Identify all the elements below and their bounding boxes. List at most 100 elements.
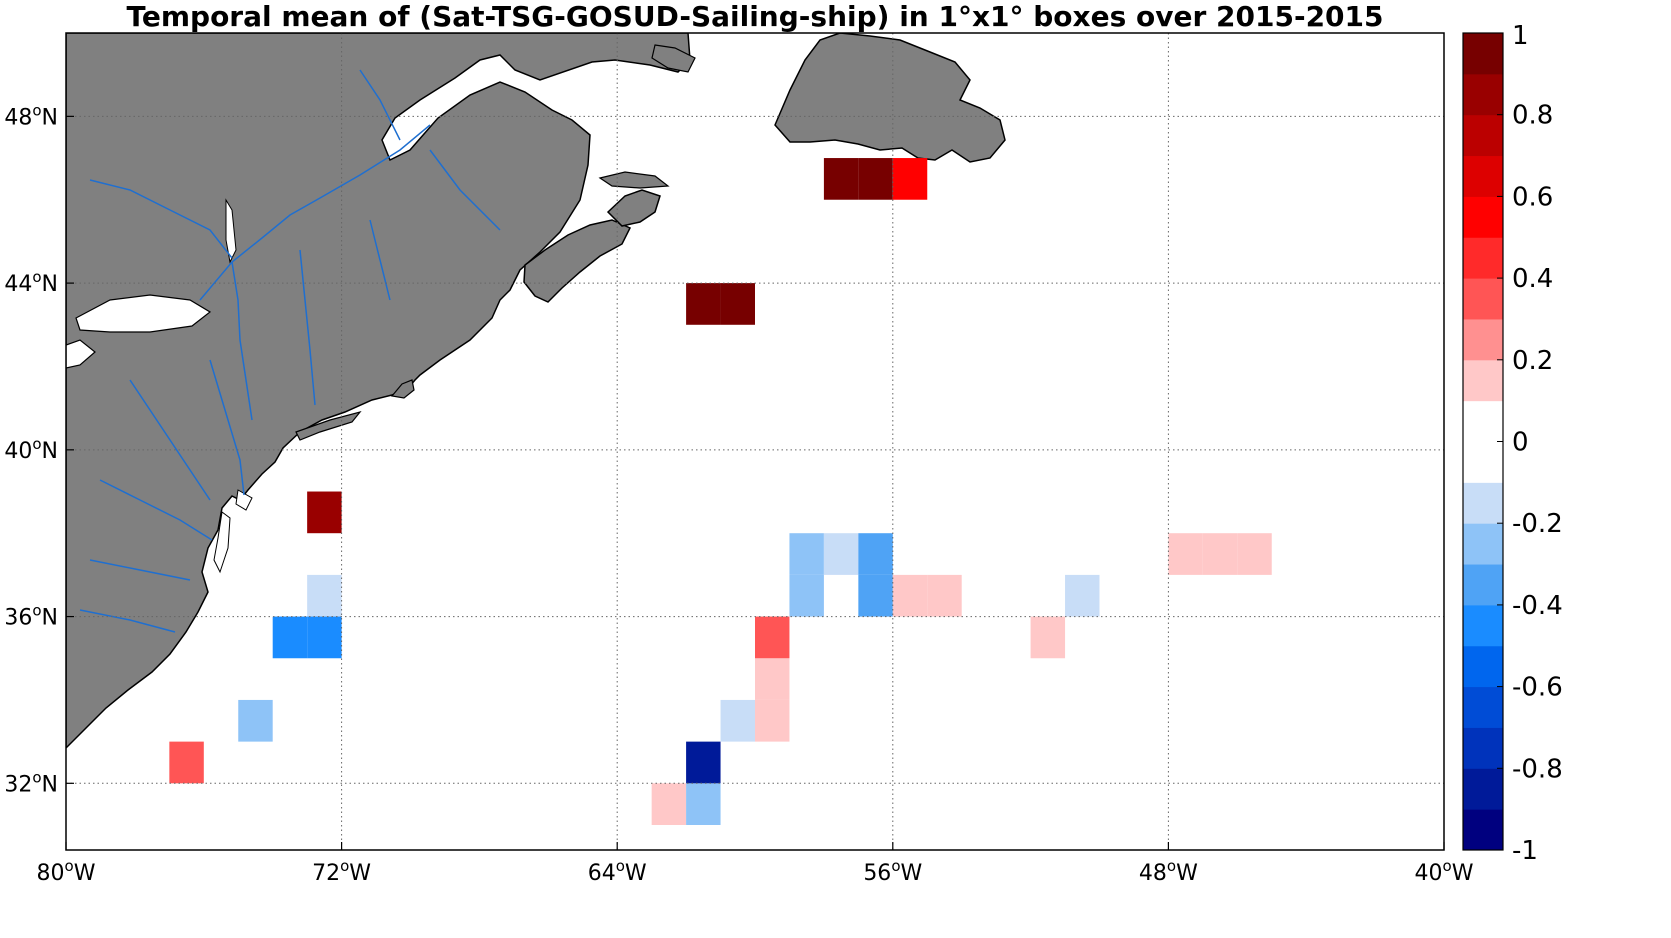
grid-layer — [66, 33, 1444, 850]
ottawa-river — [89, 179, 233, 259]
data-cell — [307, 491, 342, 534]
chesapeake-bay — [213, 511, 231, 574]
land-layer — [66, 33, 1006, 750]
lake-ontario — [75, 294, 212, 333]
colorbar-segment — [1463, 604, 1503, 647]
colorbar-tick-label: -0.2 — [1512, 509, 1563, 539]
data-cell — [686, 741, 721, 784]
data-cell — [927, 574, 962, 617]
colorbar-tick-label: 0.4 — [1512, 264, 1553, 294]
colorbar-tick-label: 0.2 — [1512, 346, 1553, 376]
saint-john-river — [429, 149, 501, 231]
north-america-land — [66, 33, 691, 750]
colorbar-segment — [1463, 400, 1503, 442]
colorbar-segment — [1463, 441, 1503, 483]
data-cell — [858, 158, 893, 200]
colorbar-segment — [1463, 727, 1503, 769]
data-cell — [272, 616, 308, 659]
data-cell — [307, 616, 342, 659]
map-frame — [65, 32, 1445, 851]
data-cell — [789, 574, 824, 617]
colorbar-segment — [1463, 278, 1503, 320]
colorbar-segment — [1463, 768, 1503, 810]
x-axis-ticks: 80oW 72oW 64oW 56oW 48oW 40oW — [37, 842, 1474, 886]
y-tick-label: 44oN — [4, 268, 58, 297]
colorbar-segment — [1463, 686, 1503, 728]
river-layer — [79, 69, 501, 633]
long-island-land — [295, 410, 362, 441]
cape-cod-land — [390, 379, 415, 399]
colorbar-tick-label: 1 — [1512, 21, 1529, 51]
nova-scotia-land — [523, 219, 632, 303]
colorbar-tick-label: 0.6 — [1512, 182, 1553, 212]
data-cell — [720, 283, 755, 325]
colorbar-tick-label: 0 — [1512, 428, 1529, 458]
kennebec-river — [369, 219, 391, 301]
lake-erie — [66, 339, 96, 369]
colorbar-tick-label: -0.6 — [1512, 673, 1563, 703]
data-cell — [892, 158, 928, 200]
data-cell — [686, 783, 721, 825]
x-tick-label: 64oW — [588, 857, 647, 886]
susquehanna-river — [129, 379, 211, 501]
colorbar-segment — [1463, 114, 1503, 157]
data-cell — [858, 574, 893, 617]
colorbar-segment — [1463, 237, 1503, 279]
y-axis-ticks: 32oN 36oN 40oN 44oN 48oN — [4, 101, 74, 797]
hudson-river — [231, 261, 253, 421]
x-tick-label: 48oW — [1139, 857, 1198, 886]
colorbar-segment — [1463, 645, 1503, 688]
data-cell — [1237, 533, 1272, 575]
colorbar-segment — [1463, 73, 1503, 116]
colorbar-tick-label: -1 — [1512, 836, 1538, 866]
colorbar-segment — [1463, 33, 1503, 75]
data-cell — [755, 699, 790, 742]
data-cell — [755, 616, 790, 659]
delaware-bay — [235, 489, 253, 511]
y-tick-label: 32oN — [4, 768, 58, 797]
colorbar-segment — [1463, 482, 1503, 524]
data-cell — [169, 741, 204, 784]
data-cell — [1065, 574, 1100, 617]
colorbar-segment — [1463, 155, 1503, 197]
data-cell — [651, 783, 687, 825]
james-river — [89, 559, 191, 581]
data-cell — [720, 699, 755, 742]
data-cell — [307, 574, 342, 617]
cape-breton-land — [606, 189, 661, 227]
colorbar-segment — [1463, 523, 1503, 565]
y-tick-label: 40oN — [4, 435, 58, 464]
colorbar-segment — [1463, 318, 1503, 361]
pei-land — [598, 171, 670, 189]
st-lawrence-river — [199, 124, 431, 301]
y-tick-label: 36oN — [4, 602, 58, 631]
data-cells-layer — [169, 158, 1272, 825]
data-cell — [238, 699, 273, 742]
data-cell — [892, 574, 928, 617]
map-title: Temporal mean of (Sat-TSG-GOSUD-Sailing-… — [126, 0, 1384, 33]
data-cell — [1202, 533, 1238, 575]
colorbar-segment — [1463, 196, 1503, 238]
x-tick-label: 40oW — [1415, 857, 1474, 886]
data-cell — [1168, 533, 1203, 575]
saguenay-river — [359, 69, 401, 141]
connecticut-river — [299, 249, 316, 406]
data-cell — [823, 533, 859, 575]
x-tick-label: 80oW — [37, 857, 96, 886]
colorbar-tick-label: 0.8 — [1512, 101, 1553, 131]
colorbar: 1 0.8 0.6 0.4 0.2 0 -0.2 -0.4 -0.6 -0.8 -1 — [1462, 21, 1563, 866]
colorbar-segment — [1463, 359, 1503, 402]
roanoke-river — [79, 609, 176, 633]
potomac-river — [99, 479, 213, 541]
colorbar-tick-label: -0.8 — [1512, 754, 1563, 784]
data-cell — [1030, 616, 1066, 659]
lake-champlain — [225, 198, 237, 264]
data-cell — [755, 658, 790, 700]
data-cell — [823, 158, 859, 200]
colorbar-tick-label: -0.4 — [1512, 591, 1563, 621]
delaware-river — [209, 359, 245, 496]
colorbar-segment — [1463, 809, 1503, 851]
y-tick-label: 48oN — [4, 101, 58, 130]
anticosti-land — [651, 44, 696, 73]
